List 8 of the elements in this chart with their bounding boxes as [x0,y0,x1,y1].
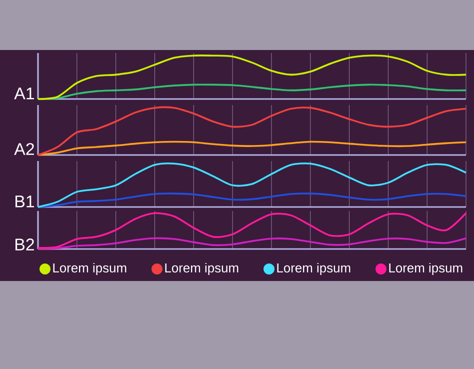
y-axis-title: A1 [14,88,34,100]
y-axis-title: B1 [15,196,34,208]
legend-label: Lorem ipsum [53,262,126,276]
y-axis-title: B2 [15,238,34,250]
legend-label: Lorem ipsum [165,262,238,276]
legend-label: Lorem ipsum [277,262,350,276]
y-axis-title: A2 [14,143,34,155]
legend-label: Lorem ipsum [389,262,462,276]
